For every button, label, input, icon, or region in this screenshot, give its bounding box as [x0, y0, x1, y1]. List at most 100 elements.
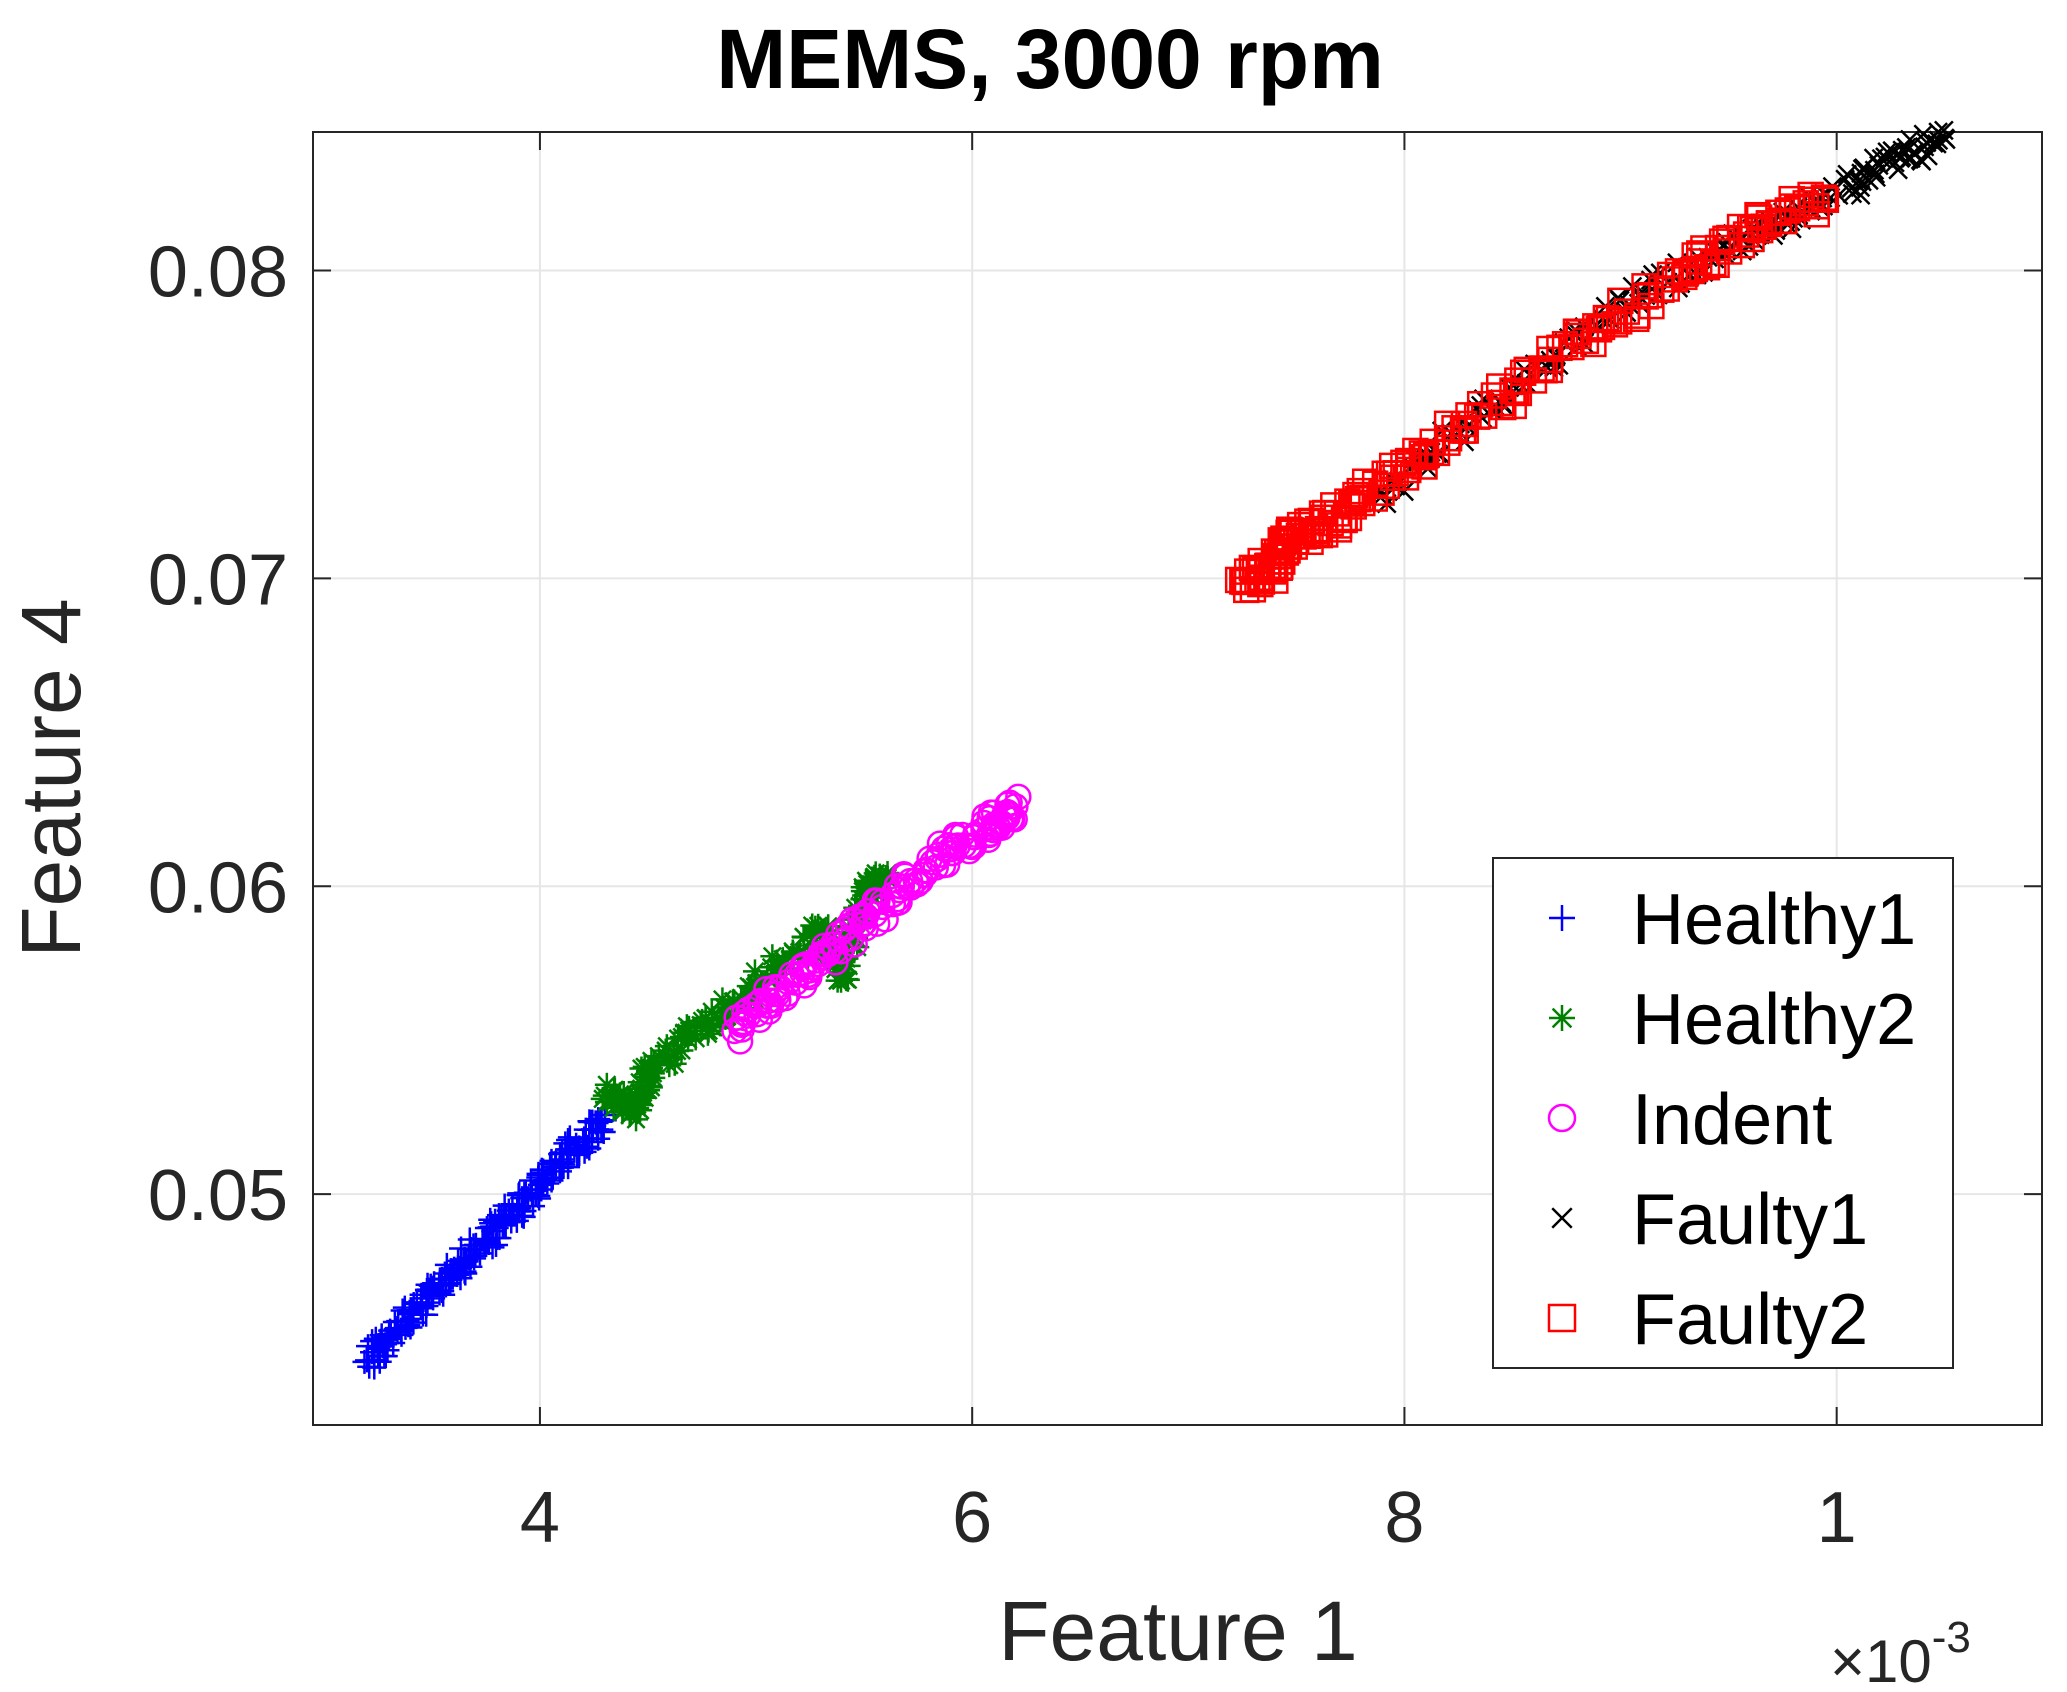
legend-label: Healthy2 [1632, 980, 1916, 1060]
data-point [549, 1151, 574, 1176]
data-point [484, 1215, 509, 1240]
legend-marker [1547, 1103, 1577, 1133]
data-point [376, 1326, 401, 1351]
data-point [571, 1129, 596, 1154]
data-point [635, 1058, 660, 1083]
legend-marker [1547, 1303, 1577, 1333]
data-point [679, 1022, 704, 1047]
data-point [398, 1302, 423, 1327]
data-point [419, 1280, 444, 1305]
data-point [1435, 424, 1463, 452]
legend-item-indent: Indent [1547, 1080, 1832, 1160]
data-point [1900, 129, 1920, 150]
y-tick-label: 0.07 [148, 540, 288, 620]
data-point [937, 836, 964, 863]
data-point [355, 1348, 380, 1373]
data-point [1866, 167, 1887, 188]
x-axis-label: Feature 1 [998, 1584, 1358, 1678]
series-healthy1 [352, 1103, 617, 1380]
data-point [996, 789, 1023, 816]
legend-marker [1549, 1005, 1575, 1031]
data-point [625, 1095, 650, 1120]
data-point [980, 811, 1008, 838]
x-axis-exponent: ×10-3 [1830, 1613, 1971, 1692]
data-point [721, 1017, 748, 1045]
data-point [592, 1083, 617, 1108]
data-point [790, 972, 818, 999]
data-point [1509, 359, 1537, 386]
data-point [1812, 186, 1840, 213]
plot-area [312, 131, 2043, 1426]
legend-label: Indent [1632, 1080, 1832, 1160]
data-point [1608, 287, 1628, 308]
data-point [1433, 410, 1461, 438]
data-point [553, 1131, 578, 1156]
series-faulty2 [1224, 181, 1840, 604]
legend-item-faulty2: Faulty2 [1547, 1280, 1868, 1360]
axis-ticks [313, 132, 2042, 1425]
data-point [463, 1237, 488, 1262]
data-point [1672, 260, 1699, 287]
data-point [1580, 330, 1607, 358]
legend-marker [1551, 1207, 1573, 1229]
legend-label: Faulty1 [1632, 1180, 1868, 1260]
y-tick-labels: 0.05 0.06 0.07 0.08 [148, 233, 288, 1237]
x-tick-label: 6 [952, 1478, 992, 1558]
data-point [506, 1194, 531, 1219]
data-point [1347, 485, 1375, 512]
data-point [1412, 442, 1440, 469]
data-marks [352, 120, 1956, 1380]
legend-item-healthy2: Healthy2 [1549, 980, 1916, 1060]
data-point [1402, 437, 1429, 465]
legend-item-healthy1: Healthy1 [1549, 880, 1916, 960]
legend-item-faulty1: Faulty1 [1551, 1180, 1868, 1260]
series-indent [721, 783, 1032, 1055]
gridlines [313, 132, 2042, 1425]
legend-marker [1549, 905, 1575, 931]
data-point [527, 1172, 552, 1197]
data-point [592, 1108, 617, 1133]
data-point [1736, 214, 1764, 241]
chart-title: MEMS, 3000 rpm [716, 12, 1384, 106]
data-point [1803, 201, 1830, 228]
data-point [1449, 417, 1477, 444]
data-point [764, 980, 791, 1008]
data-point [729, 1009, 757, 1037]
data-point [1272, 528, 1299, 555]
y-tick-label: 0.08 [148, 233, 288, 313]
x-tick-label: 1 [1817, 1478, 1857, 1558]
data-point [1605, 308, 1633, 335]
data-point [1923, 133, 1944, 154]
data-point [1934, 128, 1955, 149]
data-point [1499, 377, 1526, 404]
data-point [1485, 373, 1513, 400]
y-tick-label: 0.05 [148, 1156, 288, 1236]
x-axis-exponent-power: -3 [1932, 1613, 1971, 1662]
data-point [1783, 194, 1811, 222]
data-point [1528, 355, 1555, 382]
x-tick-labels: 4 6 8 1 [520, 1478, 1857, 1558]
x-tick-label: 4 [520, 1478, 560, 1558]
data-point [523, 1182, 548, 1207]
series-healthy2 [590, 861, 900, 1132]
data-point [586, 1126, 611, 1151]
data-point [1928, 130, 1949, 151]
data-point [796, 963, 823, 991]
x-axis-exponent-base: ×10 [1830, 1628, 1932, 1692]
data-point [1002, 792, 1029, 820]
data-point [1536, 356, 1564, 384]
data-point [807, 943, 835, 971]
legend-label: Healthy1 [1632, 880, 1916, 960]
data-point [1304, 515, 1332, 543]
data-point [1631, 273, 1658, 300]
data-point [1346, 477, 1374, 505]
data-point [1810, 184, 1838, 211]
data-point [1261, 555, 1289, 583]
data-point [864, 887, 891, 915]
data-point [1891, 146, 1912, 167]
y-tick-label: 0.06 [148, 848, 288, 928]
legend: Healthy1 Healthy2 Indent Faulty1 Faulty2 [1492, 857, 1954, 1369]
data-point [1848, 171, 1869, 192]
legend-box [1492, 857, 1954, 1369]
